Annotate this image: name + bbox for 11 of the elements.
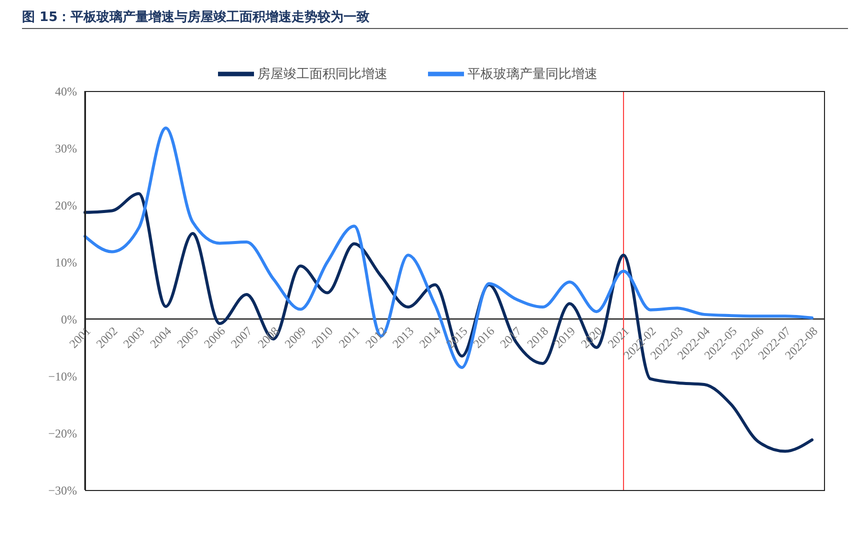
chart-title: 图 15：平板玻璃产量增速与房屋竣工面积增速走势较为一致 [22, 8, 848, 29]
y-tick-label: 10% [55, 255, 77, 270]
y-tick-label: 0% [61, 312, 77, 326]
legend-label: 平板玻璃产量同比增速 [468, 66, 598, 82]
legend-label: 房屋竣工面积同比增速 [258, 66, 388, 82]
y-tick-label: 30% [55, 141, 77, 156]
y-tick-label: −20% [48, 426, 77, 440]
y-tick-label: 40% [55, 84, 77, 98]
y-tick-label: −30% [48, 483, 77, 498]
y-tick-label: 20% [55, 198, 77, 212]
y-tick-label: −10% [48, 369, 77, 384]
